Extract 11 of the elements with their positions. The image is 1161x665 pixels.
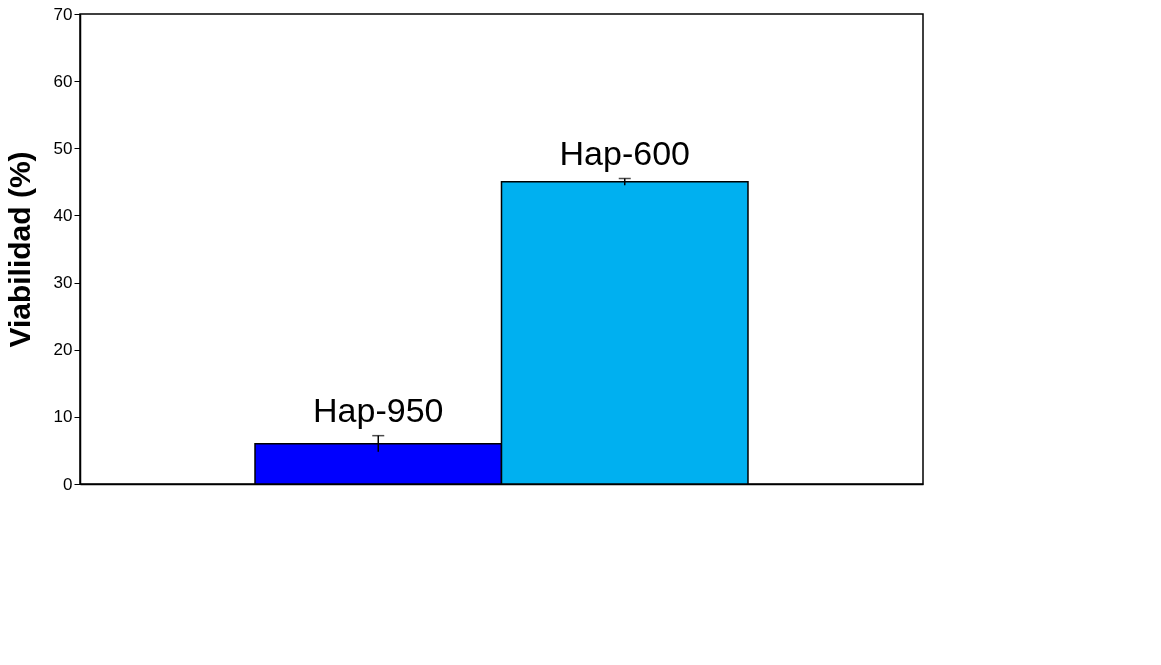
series-label: Hap-600 bbox=[559, 133, 690, 172]
y-tick-label: 50 bbox=[53, 138, 73, 158]
y-tick-label: 0 bbox=[63, 474, 73, 494]
series-label: Hap-950 bbox=[313, 390, 444, 429]
y-tick-label: 20 bbox=[53, 340, 73, 360]
y-tick-label: 60 bbox=[53, 71, 73, 91]
y-tick-label: 40 bbox=[53, 205, 73, 225]
y-tick-label: 10 bbox=[53, 407, 73, 427]
y-tick-label: 30 bbox=[53, 273, 73, 293]
y-tick-label: 70 bbox=[53, 4, 73, 24]
y-axis-title: Viabilidad (%) bbox=[2, 151, 36, 348]
